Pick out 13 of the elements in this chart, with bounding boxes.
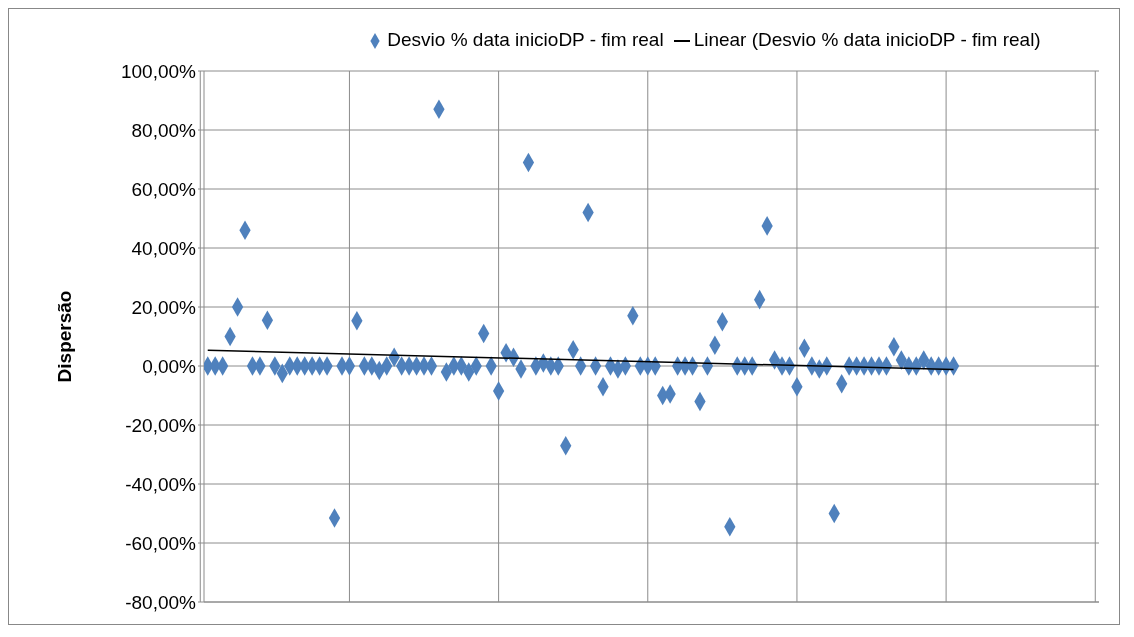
y-tick-label: 80,00% — [131, 119, 197, 141]
y-tick-label: -20,00% — [125, 414, 197, 436]
y-tick-label: -60,00% — [125, 532, 197, 554]
y-axis-title: Dispersão — [53, 290, 75, 383]
y-tick-label: -80,00% — [125, 591, 197, 613]
y-tick-label: 20,00% — [131, 296, 197, 318]
y-tick-label: -40,00% — [125, 473, 197, 495]
y-tick-label: 100,00% — [120, 60, 197, 82]
y-tick-label: 0,00% — [142, 355, 197, 377]
legend-label: Linear (Desvio % data inicioDP - fim real) — [693, 29, 1041, 50]
legend-label: Desvio % data inicioDP - fim real — [387, 29, 664, 50]
y-tick-label: 40,00% — [131, 237, 197, 259]
y-tick-label: 60,00% — [131, 178, 197, 200]
